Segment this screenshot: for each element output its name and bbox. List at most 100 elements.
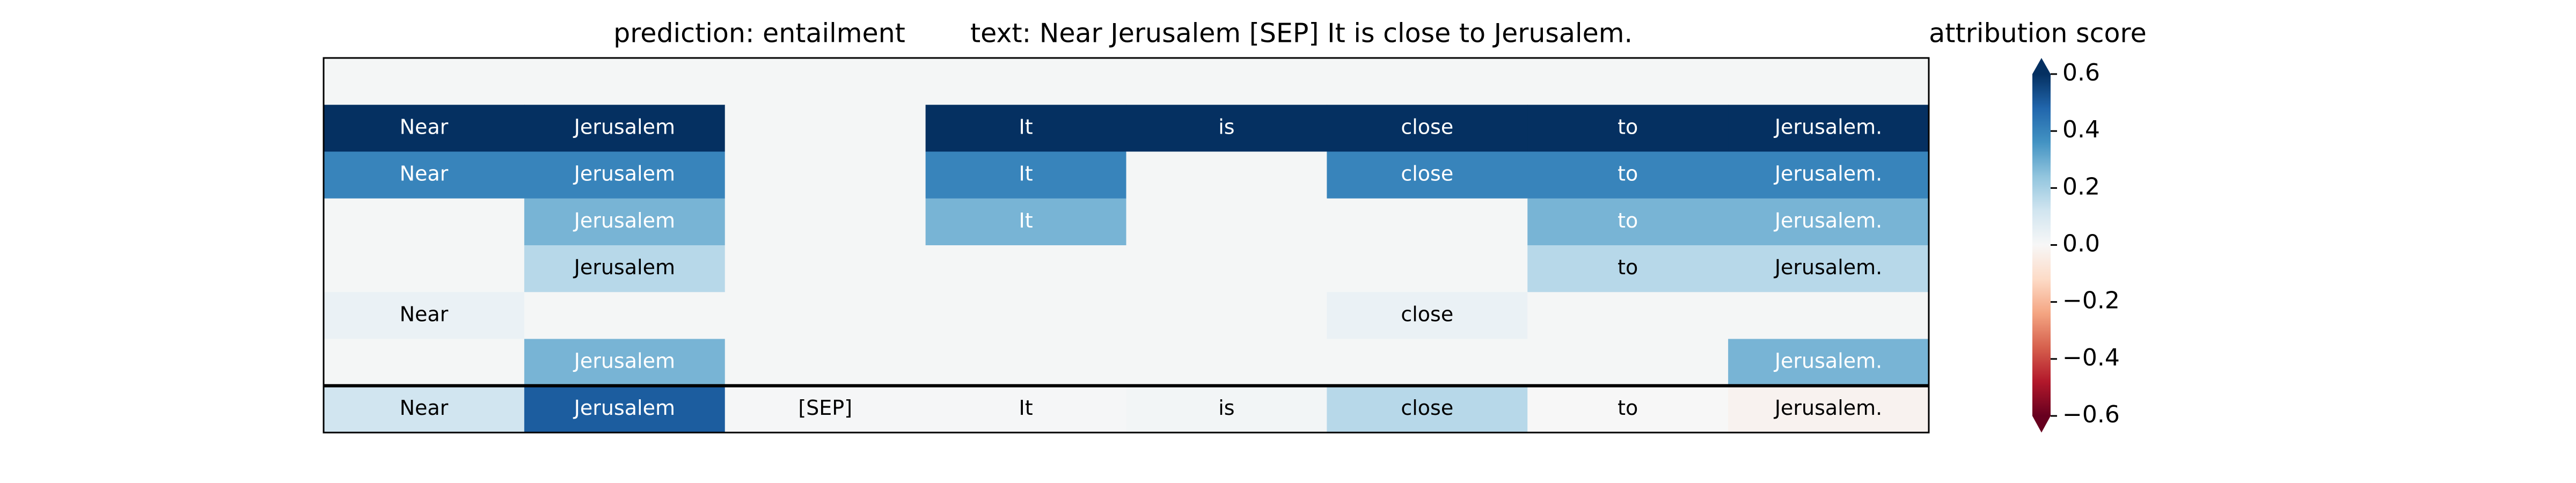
cell bbox=[1327, 105, 1528, 152]
cell bbox=[524, 292, 726, 339]
cell bbox=[324, 385, 525, 433]
cell bbox=[1126, 245, 1327, 292]
colorbar-tick-label: −0.4 bbox=[2062, 344, 2120, 371]
cell bbox=[524, 151, 726, 199]
cell-label: Jerusalem bbox=[573, 349, 675, 373]
cell bbox=[524, 245, 726, 292]
cell-label: is bbox=[1218, 115, 1234, 138]
cell bbox=[1527, 151, 1729, 199]
cell bbox=[1527, 245, 1729, 292]
cell-label: close bbox=[1401, 162, 1453, 186]
cell-label: Near bbox=[400, 302, 449, 326]
cell bbox=[1728, 151, 1929, 199]
cell-label: is bbox=[1218, 396, 1234, 420]
frame bbox=[323, 57, 1930, 434]
cell bbox=[1126, 58, 1327, 105]
cell bbox=[724, 245, 926, 292]
cell-label: It bbox=[1019, 162, 1033, 186]
cell bbox=[724, 385, 926, 433]
cell bbox=[324, 58, 525, 105]
colorbar-tick-label: 0.4 bbox=[2062, 116, 2100, 143]
cell bbox=[1527, 198, 1729, 246]
cell bbox=[1728, 339, 1929, 386]
cell bbox=[1327, 198, 1528, 246]
cell-label: Near bbox=[400, 115, 449, 138]
cell bbox=[524, 198, 726, 246]
cell bbox=[1126, 198, 1327, 246]
cell-label: to bbox=[1618, 115, 1638, 138]
cell-label: close bbox=[1401, 396, 1453, 420]
cell-label: Jerusalem bbox=[573, 162, 675, 186]
colorbar bbox=[2032, 74, 2051, 416]
cell bbox=[1327, 339, 1528, 386]
cell bbox=[724, 58, 926, 105]
cell bbox=[1527, 292, 1729, 339]
cell-label: It bbox=[1019, 396, 1033, 420]
cell bbox=[1527, 105, 1729, 152]
cell bbox=[1126, 292, 1327, 339]
cell bbox=[925, 339, 1126, 386]
cell bbox=[1728, 245, 1929, 292]
cell bbox=[925, 105, 1126, 152]
cell bbox=[324, 339, 525, 386]
colorbar-tick-label: −0.6 bbox=[2062, 401, 2120, 428]
cell bbox=[1126, 385, 1327, 433]
colorbar-tick-label: −0.2 bbox=[2062, 287, 2120, 314]
cell bbox=[724, 105, 926, 152]
colorbar-extend-top bbox=[2032, 58, 2051, 74]
cell bbox=[1327, 385, 1528, 433]
cell-label: Jerusalem. bbox=[1774, 255, 1882, 279]
cell-label: Jerusalem bbox=[573, 255, 675, 279]
cell-label: to bbox=[1618, 255, 1638, 279]
cell bbox=[324, 105, 525, 152]
cell bbox=[1327, 58, 1528, 105]
cell-label: Jerusalem bbox=[573, 396, 675, 420]
text-title: text: Near Jerusalem [SEP] It is close t… bbox=[970, 18, 1633, 49]
cell bbox=[324, 292, 525, 339]
cell bbox=[724, 151, 926, 199]
cell bbox=[1126, 151, 1327, 199]
cell bbox=[524, 58, 726, 105]
cell bbox=[1327, 151, 1528, 199]
cell bbox=[1126, 105, 1327, 152]
cell bbox=[724, 339, 926, 386]
cell-label: to bbox=[1618, 209, 1638, 232]
colorbar-tick-label: 0.2 bbox=[2062, 173, 2100, 200]
cell-label: [SEP] bbox=[798, 396, 852, 420]
cell-label: close bbox=[1401, 115, 1453, 138]
prediction-title: prediction: entailment bbox=[613, 18, 905, 49]
cell bbox=[724, 198, 926, 246]
cell-label: to bbox=[1618, 396, 1638, 420]
cell-label: Jerusalem. bbox=[1774, 209, 1882, 232]
cell bbox=[324, 198, 525, 246]
cell bbox=[724, 292, 926, 339]
cell-label: Near bbox=[400, 396, 449, 420]
cell-label: close bbox=[1401, 302, 1453, 326]
colorbar-tick-label: 0.6 bbox=[2062, 59, 2100, 86]
colorbar-extend-bottom bbox=[2032, 416, 2051, 433]
cell bbox=[524, 339, 726, 386]
cell-label: Jerusalem. bbox=[1774, 162, 1882, 186]
cell bbox=[1728, 105, 1929, 152]
cell-label: Jerusalem bbox=[573, 115, 675, 138]
cell-label: Jerusalem. bbox=[1774, 115, 1882, 138]
cell bbox=[1527, 58, 1729, 105]
cell bbox=[1728, 58, 1929, 105]
cell bbox=[925, 58, 1126, 105]
cell-label: Near bbox=[400, 162, 449, 186]
cell bbox=[1327, 292, 1528, 339]
cell bbox=[1126, 339, 1327, 386]
cell bbox=[925, 292, 1126, 339]
cell-label: Jerusalem bbox=[573, 209, 675, 232]
cell bbox=[925, 151, 1126, 199]
cell bbox=[324, 245, 525, 292]
cell bbox=[1728, 198, 1929, 246]
cell-label: It bbox=[1019, 209, 1033, 232]
cell-label: Jerusalem. bbox=[1774, 396, 1882, 420]
colorbar-tick-label: 0.0 bbox=[2062, 230, 2100, 258]
cell bbox=[925, 385, 1126, 433]
cell-label: Jerusalem. bbox=[1774, 349, 1882, 373]
cell-label: to bbox=[1618, 162, 1638, 186]
cell bbox=[324, 151, 525, 199]
